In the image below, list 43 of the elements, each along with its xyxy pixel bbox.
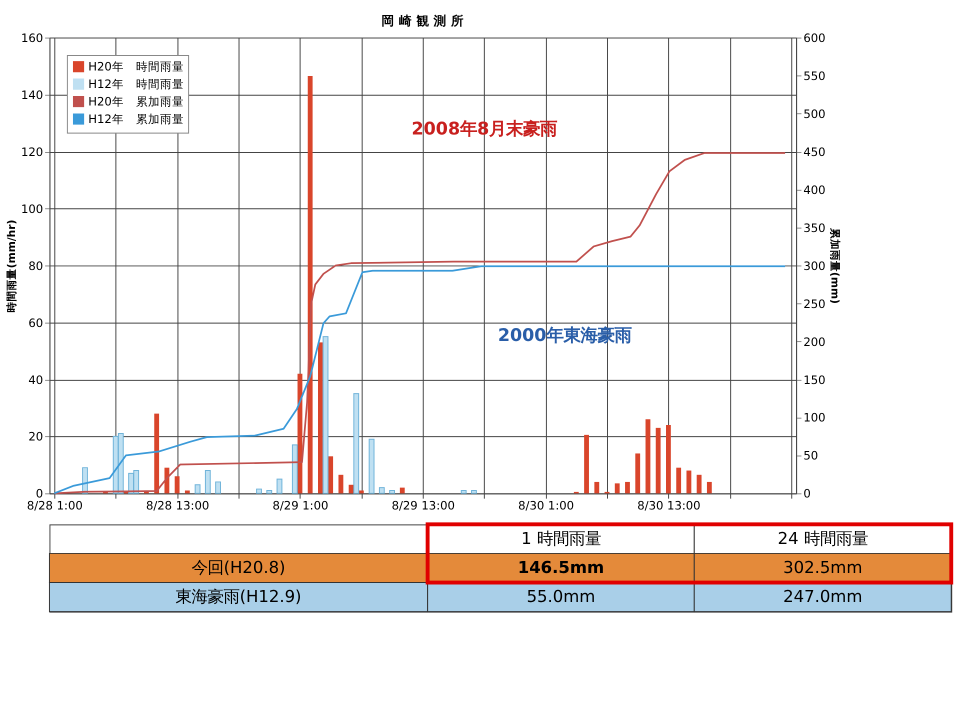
x-tick-label: 8/29 1:00 <box>272 498 328 512</box>
y2-tick-label: 100 <box>803 410 826 425</box>
y2-tick-label: 400 <box>803 182 826 197</box>
text: 55.0mm <box>526 586 596 606</box>
legend-label: H12年 時間雨量 <box>88 77 184 92</box>
legend-label: H20年 累加雨量 <box>88 94 184 108</box>
text: 302.5mm <box>783 558 862 577</box>
y-tick-label: 20 <box>28 430 44 444</box>
y-tick-label: 140 <box>20 88 44 102</box>
text: 247.0mm <box>783 586 862 606</box>
y2-tick-label: 500 <box>803 106 826 121</box>
legend-label: H12年 累加雨量 <box>88 112 184 126</box>
chart-title: 岡 崎 観 測 所 <box>382 12 464 28</box>
y-axis-title: 時間雨量(mm/hr) <box>5 220 18 312</box>
y2-tick-label: 450 <box>803 144 826 159</box>
text: 今回(H20.8) <box>192 558 286 577</box>
y-tick-label: 100 <box>20 202 44 216</box>
x-tick-label: 8/29 13:00 <box>392 498 455 512</box>
text: 146.5mm <box>518 558 604 577</box>
y2-tick-label: 200 <box>803 334 826 349</box>
y2-tick-label: 600 <box>803 30 826 45</box>
y-tick-label: 120 <box>20 144 44 159</box>
y-tick-label: 0 <box>36 486 44 501</box>
y-tick-label: 80 <box>28 258 44 273</box>
text: 24 時間雨量 <box>778 528 868 548</box>
y-tick-label: 160 <box>20 30 44 45</box>
x-tick-label: 8/28 1:00 <box>26 498 83 512</box>
y-tick-label: 40 <box>28 372 44 387</box>
y2-tick-label: 550 <box>803 68 826 83</box>
text: 1 時間雨量 <box>521 528 601 548</box>
y2-tick-label: 50 <box>803 448 818 463</box>
x-tick-label: 8/30 13:00 <box>637 498 701 512</box>
x-tick-label: 8/28 13:00 <box>146 498 210 512</box>
y-tick-label: 60 <box>28 316 44 330</box>
y2-tick-label: 350 <box>803 220 826 235</box>
y2-axis-title: 累加雨量(mm) <box>828 226 842 304</box>
y2-tick-label: 300 <box>803 258 826 273</box>
y2-tick-label: 0 <box>803 486 811 501</box>
text: 東海豪雨(H12.9) <box>176 586 302 606</box>
y2-tick-label: 250 <box>803 296 826 311</box>
y2-tick-label: 150 <box>803 372 826 387</box>
x-tick-label: 8/30 1:00 <box>518 498 574 512</box>
legend-label: H20年 時間雨量 <box>88 60 184 74</box>
